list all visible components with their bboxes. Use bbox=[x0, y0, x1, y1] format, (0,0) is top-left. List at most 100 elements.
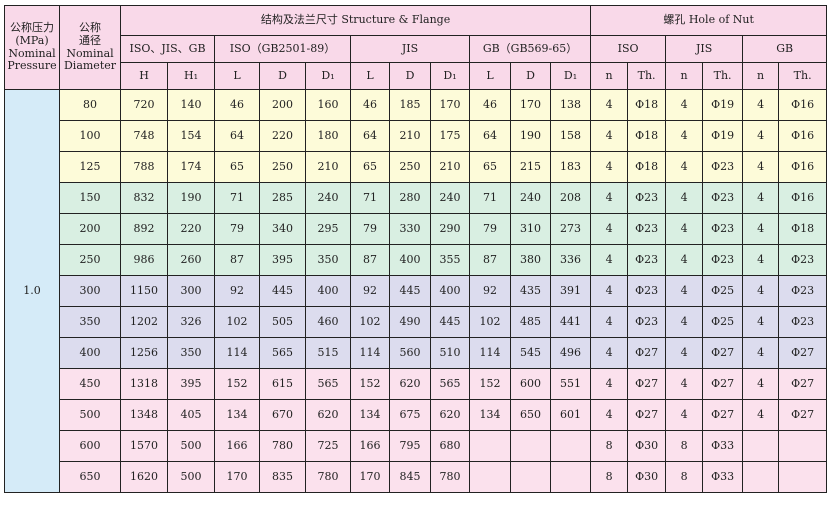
table-cell: 4 bbox=[590, 244, 629, 276]
table-cell: 280 bbox=[389, 182, 431, 214]
table-cell: 1150 bbox=[120, 275, 168, 307]
table-cell: 4 bbox=[590, 275, 629, 307]
table-cell: 170 bbox=[214, 461, 260, 493]
table-cell: Φ23 bbox=[627, 213, 667, 245]
table-cell: 4 bbox=[665, 275, 704, 307]
table-cell: Φ23 bbox=[702, 151, 744, 183]
table-cell: 400 bbox=[430, 275, 470, 307]
table-cell: 4 bbox=[742, 120, 780, 152]
table-cell: 46 bbox=[214, 89, 260, 121]
table-cell: 400 bbox=[305, 275, 351, 307]
table-row: 150 832 190 71 285 240 71 280 240 71 240 208 4 Φ23 4 Φ2… bbox=[5, 182, 828, 214]
table-cell: 215 bbox=[510, 151, 551, 183]
table-cell: 788 bbox=[120, 151, 168, 183]
table-cell: Φ23 bbox=[627, 182, 667, 214]
table-cell: Φ18 bbox=[778, 213, 828, 245]
table-cell: 65 bbox=[214, 151, 260, 183]
table-cell: 986 bbox=[120, 244, 168, 276]
table-cell: 748 bbox=[120, 120, 168, 152]
table-cell: 152 bbox=[350, 368, 390, 400]
pressure-value: 1.0 bbox=[4, 89, 60, 493]
table-cell: Φ27 bbox=[778, 399, 828, 431]
table-cell: 4 bbox=[742, 151, 780, 183]
table-cell: 795 bbox=[389, 430, 431, 462]
table-cell: 780 bbox=[259, 430, 306, 462]
table-row: 650 1620 500 170 835 780 170 845 780 8 Φ30 8 Φ33 bbox=[5, 461, 828, 493]
diameter-cell: 250 bbox=[59, 244, 121, 276]
column-header: Th. bbox=[778, 62, 828, 90]
table-row: 300 1150 300 92 445 400 92 445 400 92 435 391 4 Φ23 4 Φ… bbox=[5, 275, 828, 307]
table-cell: 601 bbox=[549, 399, 592, 431]
table-cell: 138 bbox=[549, 89, 592, 121]
table-cell: 565 bbox=[305, 368, 351, 400]
pressure-header-en2: Pressure bbox=[7, 59, 57, 73]
table-cell: 114 bbox=[350, 337, 390, 369]
table-cell: 300 bbox=[167, 275, 215, 307]
column-header: D₁ bbox=[305, 62, 351, 90]
table-cell: 87 bbox=[469, 244, 511, 276]
table-cell: 65 bbox=[469, 151, 511, 183]
column-header: H bbox=[120, 62, 168, 90]
table-cell: Φ33 bbox=[702, 430, 744, 462]
table-cell: Φ30 bbox=[627, 461, 667, 493]
table-cell: 4 bbox=[590, 337, 629, 369]
table-cell: 675 bbox=[389, 399, 431, 431]
table-cell: Φ23 bbox=[627, 306, 667, 338]
table-cell: 4 bbox=[590, 120, 629, 152]
group-header: JIS bbox=[350, 35, 470, 63]
table-cell bbox=[742, 461, 780, 493]
table-cell: 260 bbox=[167, 244, 215, 276]
table-cell: 500 bbox=[167, 461, 215, 493]
table-cell: 350 bbox=[305, 244, 351, 276]
table-cell: 485 bbox=[510, 306, 551, 338]
table-cell: 4 bbox=[590, 151, 629, 183]
table-cell: 4 bbox=[665, 182, 704, 214]
table-cell: Φ23 bbox=[702, 213, 744, 245]
column-header: L bbox=[350, 62, 390, 90]
table-cell: 620 bbox=[389, 368, 431, 400]
table-cell bbox=[549, 430, 592, 462]
table-cell: Φ16 bbox=[778, 89, 828, 121]
table-cell: Φ27 bbox=[627, 368, 667, 400]
table-cell: 8 bbox=[665, 461, 704, 493]
table-cell: Φ19 bbox=[702, 89, 744, 121]
table-cell: 720 bbox=[120, 89, 168, 121]
table-cell: 445 bbox=[389, 275, 431, 307]
table-cell: 565 bbox=[430, 368, 470, 400]
table-cell: 220 bbox=[167, 213, 215, 245]
pressure-header: 公称压力 (MPa) Nominal Pressure bbox=[4, 5, 60, 90]
table-cell: 4 bbox=[742, 213, 780, 245]
table-cell: 405 bbox=[167, 399, 215, 431]
diameter-header-en2: Diameter bbox=[63, 59, 117, 73]
table-cell: 152 bbox=[214, 368, 260, 400]
table-cell: 79 bbox=[469, 213, 511, 245]
table-cell: 64 bbox=[350, 120, 390, 152]
table-cell: 310 bbox=[510, 213, 551, 245]
table-cell: 190 bbox=[510, 120, 551, 152]
diameter-cell: 125 bbox=[59, 151, 121, 183]
diameter-cell: 500 bbox=[59, 399, 121, 431]
table-cell: 4 bbox=[590, 306, 629, 338]
table-cell: 1318 bbox=[120, 368, 168, 400]
table-cell: 114 bbox=[214, 337, 260, 369]
column-header: n bbox=[590, 62, 629, 90]
table-cell: 620 bbox=[305, 399, 351, 431]
table-cell: 725 bbox=[305, 430, 351, 462]
table-cell: 4 bbox=[742, 399, 780, 431]
group-header: ISO、JIS、GB bbox=[120, 35, 215, 63]
table-cell: 445 bbox=[430, 306, 470, 338]
specification-table: 公称压力 (MPa) Nominal Pressure 公称 通径 Nomina… bbox=[4, 5, 828, 493]
table-cell: 134 bbox=[350, 399, 390, 431]
table-cell: 4 bbox=[742, 337, 780, 369]
table-cell: 650 bbox=[510, 399, 551, 431]
table-cell: 4 bbox=[590, 399, 629, 431]
table-cell: 174 bbox=[167, 151, 215, 183]
table-cell bbox=[510, 430, 551, 462]
pressure-header-unit: (MPa) bbox=[15, 33, 49, 47]
table-cell: 4 bbox=[742, 89, 780, 121]
table-cell: 71 bbox=[469, 182, 511, 214]
table-cell: 240 bbox=[510, 182, 551, 214]
table-cell: 1620 bbox=[120, 461, 168, 493]
table-cell: 166 bbox=[214, 430, 260, 462]
column-header: n bbox=[665, 62, 704, 90]
